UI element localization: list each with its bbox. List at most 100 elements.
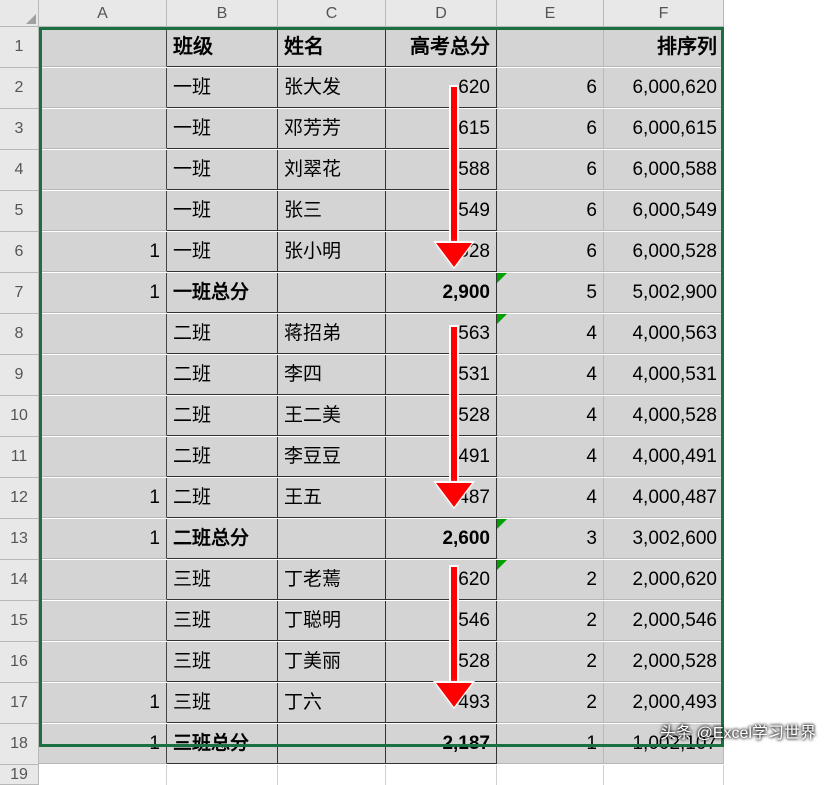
row-header-17[interactable]: 17 — [0, 683, 39, 724]
cell-b2[interactable]: 一班 — [167, 68, 278, 108]
row-header-13[interactable]: 13 — [0, 519, 39, 560]
cell-c7[interactable] — [278, 273, 386, 313]
cell-c12[interactable]: 王五 — [278, 478, 386, 518]
cell-row19-1[interactable] — [167, 765, 278, 785]
cell-f3[interactable]: 6,000,615 — [604, 109, 724, 149]
row-header-8[interactable]: 8 — [0, 314, 39, 355]
cell-f15[interactable]: 2,000,546 — [604, 601, 724, 641]
row-header-6[interactable]: 6 — [0, 232, 39, 273]
cell-c1[interactable]: 姓名 — [278, 27, 386, 67]
cell-b6[interactable]: 一班 — [167, 232, 278, 272]
row-header-9[interactable]: 9 — [0, 355, 39, 396]
cell-b4[interactable]: 一班 — [167, 150, 278, 190]
row-header-14[interactable]: 14 — [0, 560, 39, 601]
cell-d18[interactable]: 2,187 — [386, 724, 497, 764]
row-header-4[interactable]: 4 — [0, 150, 39, 191]
cell-d14[interactable]: 620 — [386, 560, 497, 600]
cell-c14[interactable]: 丁老蔫 — [278, 560, 386, 600]
cell-e7[interactable]: 5 — [497, 273, 604, 313]
cell-f5[interactable]: 6,000,549 — [604, 191, 724, 231]
cell-d2[interactable]: 620 — [386, 68, 497, 108]
cell-row19-4[interactable] — [497, 765, 604, 785]
col-header-a[interactable]: A — [39, 0, 167, 27]
cell-c16[interactable]: 丁美丽 — [278, 642, 386, 682]
cell-b11[interactable]: 二班 — [167, 437, 278, 477]
cell-c13[interactable] — [278, 519, 386, 559]
row-header-15[interactable]: 15 — [0, 601, 39, 642]
cell-b12[interactable]: 二班 — [167, 478, 278, 518]
cell-d9[interactable]: 531 — [386, 355, 497, 395]
cell-f1[interactable]: 排序列 — [604, 27, 724, 67]
cell-c8[interactable]: 蒋招弟 — [278, 314, 386, 354]
cell-f6[interactable]: 6,000,528 — [604, 232, 724, 272]
cell-c4[interactable]: 刘翠花 — [278, 150, 386, 190]
cell-c15[interactable]: 丁聪明 — [278, 601, 386, 641]
cell-a6[interactable]: 1 — [39, 232, 167, 272]
cell-b1[interactable]: 班级 — [167, 27, 278, 67]
col-header-f[interactable]: F — [604, 0, 724, 27]
cell-c17[interactable]: 丁六 — [278, 683, 386, 723]
row-header-19[interactable]: 19 — [0, 765, 39, 785]
cell-c6[interactable]: 张小明 — [278, 232, 386, 272]
cell-row19-2[interactable] — [278, 765, 386, 785]
cell-row19-5[interactable] — [604, 765, 724, 785]
cell-f4[interactable]: 6,000,588 — [604, 150, 724, 190]
cell-e16[interactable]: 2 — [497, 642, 604, 682]
cell-a13[interactable]: 1 — [39, 519, 167, 559]
cell-a1[interactable] — [39, 27, 167, 67]
cell-b5[interactable]: 一班 — [167, 191, 278, 231]
col-header-d[interactable]: D — [386, 0, 497, 27]
cell-f7[interactable]: 5,002,900 — [604, 273, 724, 313]
col-header-b[interactable]: B — [167, 0, 278, 27]
cell-b17[interactable]: 三班 — [167, 683, 278, 723]
cell-b9[interactable]: 二班 — [167, 355, 278, 395]
cell-b18[interactable]: 三班总分 — [167, 724, 278, 764]
cell-d16[interactable]: 528 — [386, 642, 497, 682]
cell-row19-3[interactable] — [386, 765, 497, 785]
cell-f17[interactable]: 2,000,493 — [604, 683, 724, 723]
cell-a11[interactable] — [39, 437, 167, 477]
cell-d3[interactable]: 615 — [386, 109, 497, 149]
cell-e4[interactable]: 6 — [497, 150, 604, 190]
cell-a10[interactable] — [39, 396, 167, 436]
cell-e6[interactable]: 6 — [497, 232, 604, 272]
cell-a16[interactable] — [39, 642, 167, 682]
cell-f12[interactable]: 4,000,487 — [604, 478, 724, 518]
cell-b16[interactable]: 三班 — [167, 642, 278, 682]
cell-a5[interactable] — [39, 191, 167, 231]
row-header-2[interactable]: 2 — [0, 68, 39, 109]
cell-e11[interactable]: 4 — [497, 437, 604, 477]
cell-d8[interactable]: 563 — [386, 314, 497, 354]
cell-d5[interactable]: 549 — [386, 191, 497, 231]
cell-a8[interactable] — [39, 314, 167, 354]
row-header-12[interactable]: 12 — [0, 478, 39, 519]
cell-f11[interactable]: 4,000,491 — [604, 437, 724, 477]
cell-f14[interactable]: 2,000,620 — [604, 560, 724, 600]
row-header-7[interactable]: 7 — [0, 273, 39, 314]
cell-a9[interactable] — [39, 355, 167, 395]
cell-a17[interactable]: 1 — [39, 683, 167, 723]
cell-row19-0[interactable] — [39, 765, 167, 785]
cell-b14[interactable]: 三班 — [167, 560, 278, 600]
cell-d4[interactable]: 588 — [386, 150, 497, 190]
cell-f9[interactable]: 4,000,531 — [604, 355, 724, 395]
cell-c5[interactable]: 张三 — [278, 191, 386, 231]
cell-c10[interactable]: 王二美 — [278, 396, 386, 436]
select-all-corner[interactable] — [0, 0, 39, 27]
cell-e12[interactable]: 4 — [497, 478, 604, 518]
cell-b15[interactable]: 三班 — [167, 601, 278, 641]
cell-b13[interactable]: 二班总分 — [167, 519, 278, 559]
cell-f2[interactable]: 6,000,620 — [604, 68, 724, 108]
cell-a4[interactable] — [39, 150, 167, 190]
cell-d7[interactable]: 2,900 — [386, 273, 497, 313]
cell-c2[interactable]: 张大发 — [278, 68, 386, 108]
cell-d6[interactable]: 528 — [386, 232, 497, 272]
cell-e2[interactable]: 6 — [497, 68, 604, 108]
cell-d17[interactable]: 493 — [386, 683, 497, 723]
cell-d13[interactable]: 2,600 — [386, 519, 497, 559]
row-header-10[interactable]: 10 — [0, 396, 39, 437]
cell-c9[interactable]: 李四 — [278, 355, 386, 395]
cell-e5[interactable]: 6 — [497, 191, 604, 231]
row-header-3[interactable]: 3 — [0, 109, 39, 150]
cell-f16[interactable]: 2,000,528 — [604, 642, 724, 682]
